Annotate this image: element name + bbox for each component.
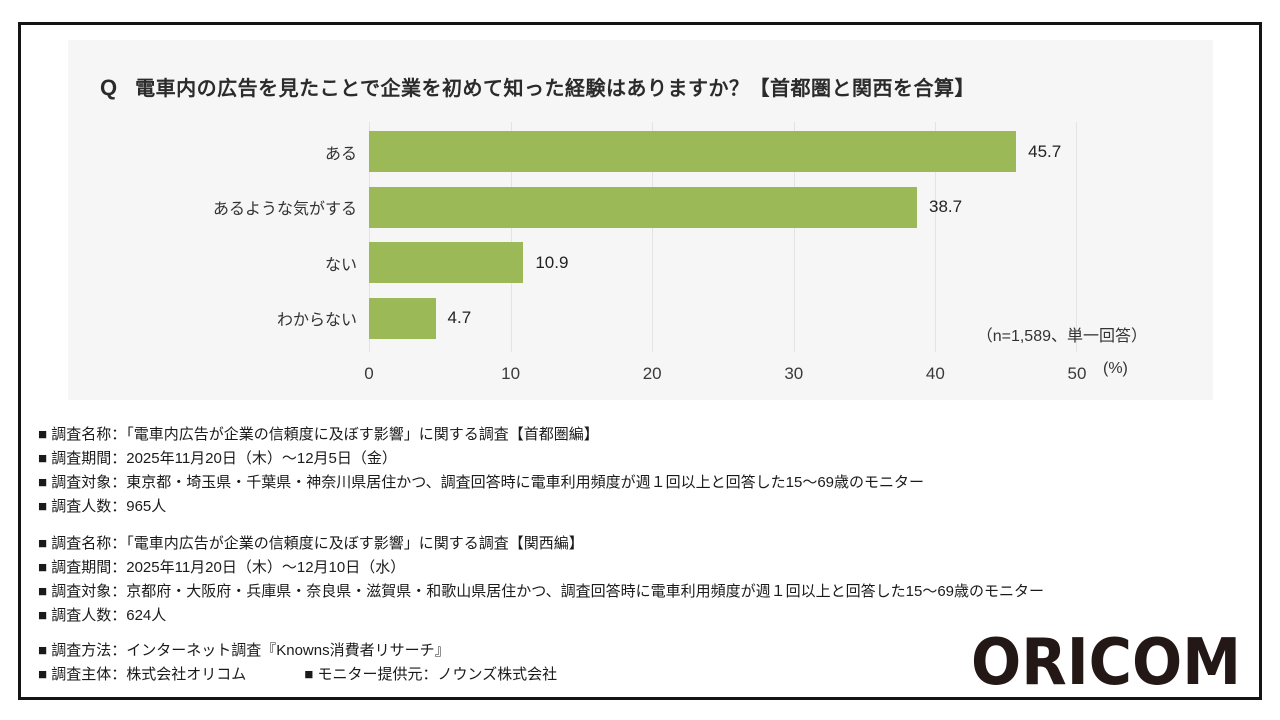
question-mark-label: Q — [100, 75, 118, 100]
bar-row: あるような気がする 38.7 — [213, 186, 1077, 228]
oricom-logo: ORICOM — [971, 626, 1243, 700]
gridlines — [369, 122, 1077, 352]
survey-line-dual: ■ 調査主体：株式会社オリコム ■ モニター提供元：ノウンズ株式会社 — [38, 663, 557, 687]
survey-info-shutoken: ■ 調査名称：「電車内広告が企業の信頼度に及ぼす影響」に関する調査【首都圏編】 … — [38, 423, 924, 519]
survey-entity: ■ 調査主体：株式会社オリコム — [38, 666, 247, 683]
survey-info-method: ■ 調査方法：インターネット調査『Knowns消費者リサーチ』 ■ 調査主体：株… — [38, 639, 557, 687]
gridline — [652, 122, 654, 352]
oricom-logo-svg: ORICOM — [971, 626, 1241, 700]
survey-line: ■ 調査期間：2025年11月20日（木）～12月5日（金） — [38, 450, 397, 467]
gridline — [1076, 122, 1077, 352]
oricom-logo-text: ORICOM — [971, 633, 1241, 693]
chart-title: Q 電車内の広告を見たことで企業を初めて知った経験はありますか？【首都圏と関西を… — [100, 72, 975, 101]
value-label: 4.7 — [447, 308, 472, 328]
bar — [369, 297, 436, 339]
outer-frame: Q 電車内の広告を見たことで企業を初めて知った経験はありますか？【首都圏と関西を… — [18, 22, 1262, 700]
survey-info-kansai: ■ 調査名称：「電車内広告が企業の信頼度に及ぼす影響」に関する調査【関西編】 ■… — [38, 532, 1044, 628]
survey-line: ■ 調査対象：東京都・埼玉県・千葉県・神奈川県居住かつ、調査回答時に電車利用頻度… — [38, 474, 925, 491]
value-label: 45.7 — [1028, 141, 1062, 161]
bar — [369, 186, 917, 228]
survey-line: ■ 調査名称：「電車内広告が企業の信頼度に及ぼす影響」に関する調査【首都圏編】 — [38, 426, 599, 443]
survey-line: ■ 調査人数：624人 — [38, 607, 167, 624]
bar-chart-plot-area: ある 45.7 あるような気がする 38.7 ない 10.9 わからない — [213, 122, 1128, 383]
survey-line: ■ 調査方法：インターネット調査『Knowns消費者リサーチ』 — [38, 642, 450, 659]
x-axis-tick: 50 — [1067, 364, 1087, 383]
bars-container: ある 45.7 あるような気がする 38.7 ない 10.9 わからない — [213, 122, 1077, 352]
gridline — [793, 122, 795, 352]
gridline — [935, 122, 937, 352]
sample-size-note: （n=1,589、単一回答） — [976, 328, 1147, 345]
bar-row: ない 10.9 — [325, 242, 1077, 284]
gridline — [510, 122, 512, 352]
category-label: ある — [324, 145, 357, 163]
survey-line: ■ 調査対象：京都府・大阪府・兵庫県・奈良県・滋賀県・和歌山県居住かつ、調査回答… — [38, 583, 1045, 600]
gridline — [369, 122, 370, 352]
x-axis-tick: 40 — [925, 364, 945, 383]
chart-title-text: 電車内の広告を見たことで企業を初めて知った経験はありますか？【首都圏と関西を合算… — [135, 78, 976, 100]
chart-panel: Q 電車内の広告を見たことで企業を初めて知った経験はありますか？【首都圏と関西を… — [68, 40, 1213, 400]
category-label: わからない — [276, 312, 357, 330]
bar — [369, 242, 524, 284]
survey-line: ■ 調査期間：2025年11月20日（木）～12月10日（水） — [38, 559, 406, 576]
category-label: ない — [324, 256, 357, 274]
x-axis-tick: 10 — [501, 364, 521, 383]
x-axis-tick: 20 — [642, 364, 662, 383]
bar-row: ある 45.7 — [325, 131, 1077, 172]
survey-monitor: ■ モニター提供元：ノウンズ株式会社 — [304, 666, 558, 683]
survey-line: ■ 調査人数：965人 — [38, 498, 167, 515]
x-axis-tick: 0 — [364, 364, 374, 383]
value-label: 10.9 — [535, 252, 569, 272]
bar-row: わからない 4.7 — [277, 297, 1077, 339]
category-label: あるような気がする — [212, 201, 357, 219]
percent-unit-label: (%) — [1103, 360, 1128, 377]
survey-line: ■ 調査名称：「電車内広告が企業の信頼度に及ぼす影響」に関する調査【関西編】 — [38, 535, 584, 552]
bar — [369, 131, 1017, 172]
x-axis-tick: 30 — [784, 364, 804, 383]
value-label: 38.7 — [928, 197, 963, 217]
